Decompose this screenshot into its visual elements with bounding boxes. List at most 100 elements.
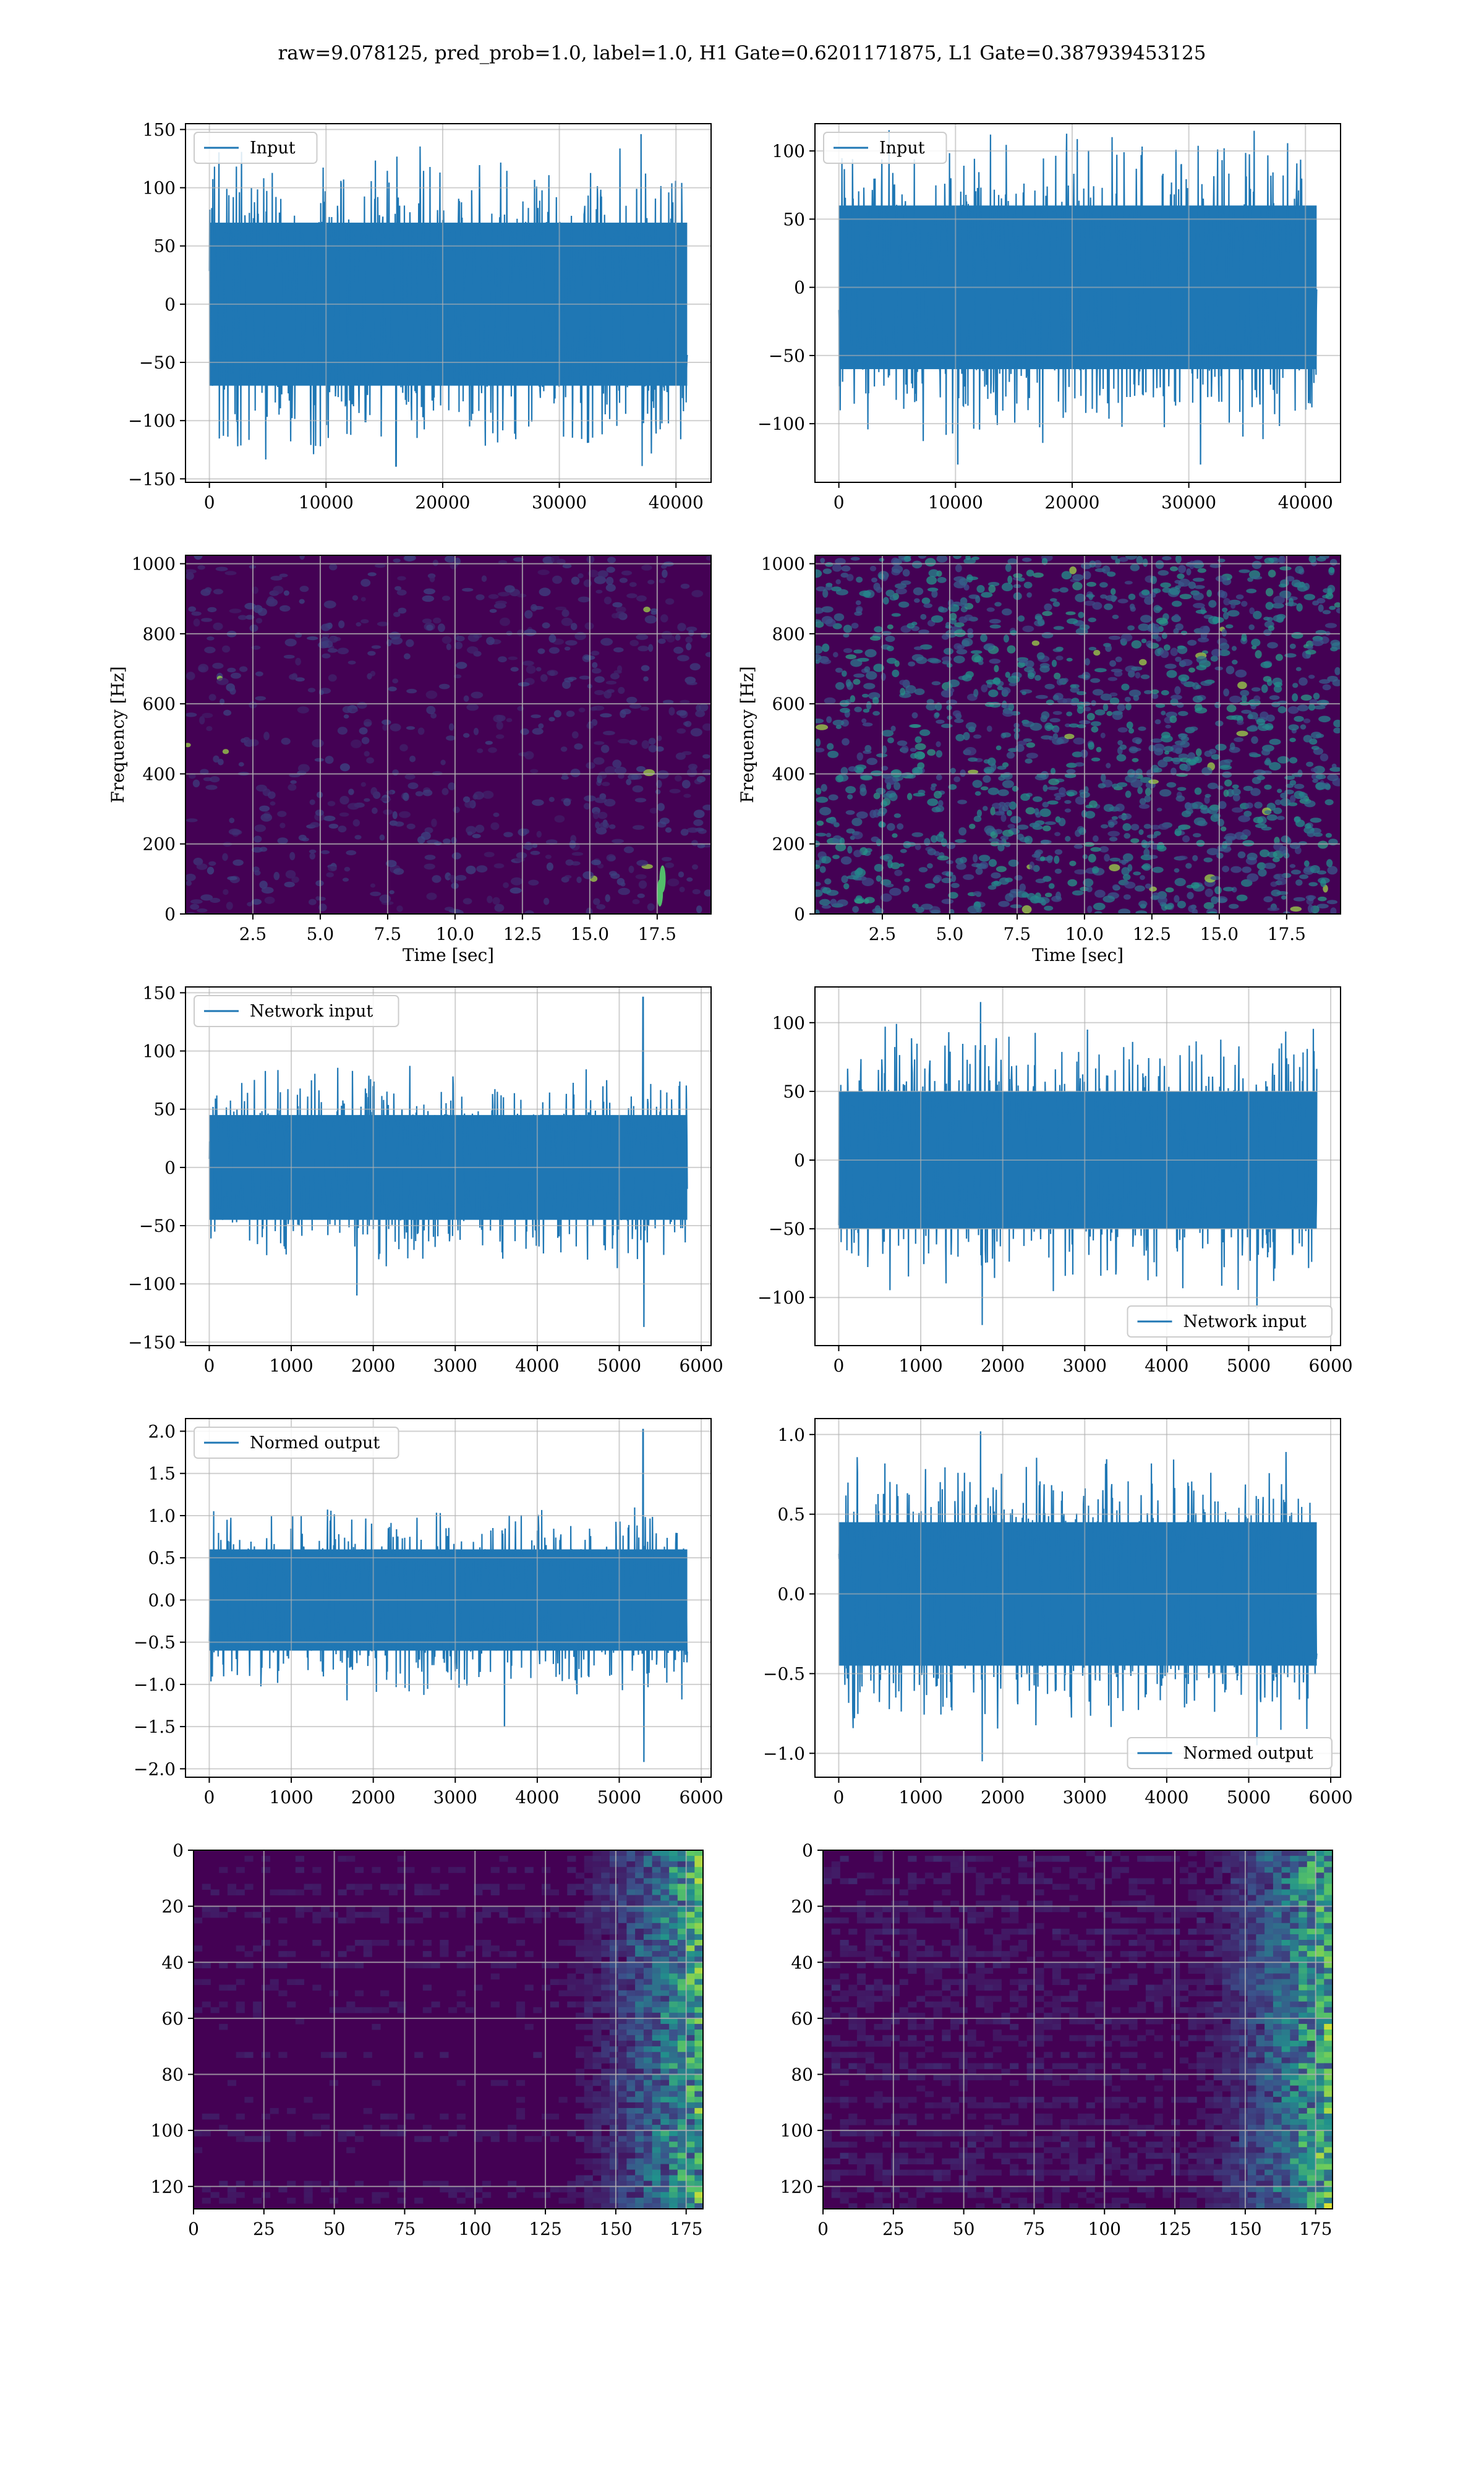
h1-feature-map-cell xyxy=(686,2108,695,2114)
l1-spectrogram-speckle xyxy=(963,874,974,880)
l1-spectrogram-speckle xyxy=(848,766,857,772)
l1-feature-map-cell xyxy=(1044,2018,1052,2025)
l1-feature-map-cell xyxy=(993,1985,1002,1991)
h1-spectrogram-speckle xyxy=(476,865,487,873)
l1-normed-output-ytick-label: 1.0 xyxy=(777,1425,805,1445)
l1-spectrogram-speckle xyxy=(1232,646,1237,651)
l1-spectrogram-speckle xyxy=(1185,863,1192,869)
h1-feature-map-cell xyxy=(652,1991,661,1997)
h1-feature-map-cell xyxy=(618,2052,627,2058)
l1-spectrogram-speckle xyxy=(854,707,862,712)
l1-normed-output-ytick-label: −1.0 xyxy=(763,1743,805,1764)
h1-feature-map-cell xyxy=(635,1918,644,1924)
h1-spectrogram-speckle xyxy=(540,674,548,682)
h1-spectrogram-speckle xyxy=(488,747,497,753)
l1-feature-map-cell xyxy=(866,1918,874,1924)
l1-feature-map-cell xyxy=(1214,1968,1222,1974)
h1-feature-map-cell xyxy=(202,2198,211,2204)
l1-spectrogram-speckle xyxy=(1264,785,1271,790)
l1-spectrogram-speckle xyxy=(1222,866,1229,873)
l1-spectrogram-speckle xyxy=(1166,670,1177,678)
h1-feature-map-cell xyxy=(610,2035,618,2041)
l1-feature-map-cell xyxy=(1035,1878,1044,1884)
h1-spectrogram-speckle xyxy=(258,608,267,616)
l1-feature-map-cell xyxy=(1264,1951,1273,1957)
h1-feature-map-cell xyxy=(236,2114,245,2120)
l1-spectrogram-speckle xyxy=(1238,815,1250,822)
h1-feature-map-cell xyxy=(516,1884,525,1890)
l1-spectrogram-speckle xyxy=(953,576,965,582)
l1-feature-map-cell xyxy=(1290,1906,1298,1913)
h1-feature-map-cell xyxy=(644,2057,652,2064)
h1-feature-map-cell xyxy=(618,1884,627,1890)
h1-feature-map-cell xyxy=(244,1912,253,1918)
h1-spectrogram-speckle xyxy=(322,641,333,648)
l1-feature-map-cell xyxy=(857,2002,866,2008)
h1-spectrogram-speckle xyxy=(256,618,263,623)
l1-spectrogram-speckle xyxy=(942,634,949,640)
l1-feature-map-cell xyxy=(1095,1968,1104,1974)
l1-spectrogram-speckle xyxy=(1138,829,1143,835)
h1-feature-map-cell xyxy=(593,1884,602,1890)
h1-spectrogram-speckle xyxy=(493,813,500,817)
l1-spectrogram-speckle xyxy=(846,679,851,687)
l1-spectrogram-speckle xyxy=(822,644,829,652)
l1-spectrogram-speckle xyxy=(1266,588,1273,597)
l1-feature-map-cell xyxy=(848,1878,857,1884)
h1-feature-map-cell xyxy=(380,1912,389,1918)
h1-spectrogram-speckle xyxy=(244,603,256,610)
h1-feature-map-cell xyxy=(525,1985,534,1991)
l1-spectrogram-speckle xyxy=(1252,777,1261,784)
h1-feature-map-cell xyxy=(508,1867,516,1873)
l1-spectrogram-speckle xyxy=(1175,878,1186,886)
l1-spectrogram-speckle xyxy=(1010,904,1022,908)
h1-spectrogram-speckle xyxy=(367,673,372,680)
h1-spectrogram-speckle xyxy=(372,808,378,814)
l1-spectrogram-speckle xyxy=(1242,866,1252,873)
l1-spectrogram-speckle xyxy=(850,695,856,702)
l1-spectrogram-speckle xyxy=(1294,897,1305,902)
h1-feature-map-cell xyxy=(669,1968,678,1974)
l1-spectrogram-speckle xyxy=(1089,800,1098,808)
l1-spectrogram-speckle xyxy=(1247,714,1253,720)
l1-spectrogram-speckle xyxy=(1297,704,1308,711)
l1-feature-map-cell xyxy=(1298,1968,1307,1974)
l1-spectrogram-speckle xyxy=(1132,737,1142,743)
h1-feature-map-cell xyxy=(644,1962,652,1968)
l1-spectrogram-speckle xyxy=(885,636,895,642)
h1-feature-map-cell xyxy=(584,1934,593,1940)
h1-spectrogram-speckle xyxy=(453,806,459,813)
l1-spectrogram-speckle xyxy=(1141,589,1149,596)
h1-feature-map-cell xyxy=(626,2114,635,2120)
h1-feature-map-cell xyxy=(236,1867,245,1873)
h1-feature-map-cell xyxy=(610,2075,618,2081)
l1-feature-map-cell xyxy=(1086,1940,1095,1946)
l1-normed-output-ytick-label: 0.0 xyxy=(777,1584,805,1605)
h1-spectrogram-speckle xyxy=(561,746,568,752)
l1-spectrogram-speckle xyxy=(1049,883,1055,889)
h1-feature-map-cell xyxy=(660,2097,669,2103)
h1-spectrogram-speckle xyxy=(229,608,242,613)
l1-feature-map-cell xyxy=(1273,1951,1282,1957)
h1-feature-map-cell xyxy=(364,1951,372,1957)
h1-spectrogram-speckle xyxy=(315,809,324,816)
l1-spectrogram-speckle xyxy=(1107,831,1120,837)
l1-spectrogram-speckle xyxy=(953,776,960,782)
h1-feature-map-cell xyxy=(669,2187,678,2193)
l1-spectrogram-speckle xyxy=(1017,824,1028,829)
h1-spectrogram-speckle xyxy=(572,852,584,856)
h1-spectrogram-speckle xyxy=(531,851,540,855)
h1-feature-map-cell xyxy=(593,1945,602,1952)
h1-feature-map-cell xyxy=(550,1979,559,1985)
l1-feature-map-cell xyxy=(934,1906,942,1913)
l1-spectrogram-ytick-label: 200 xyxy=(772,834,805,855)
h1-feature-map-cell xyxy=(432,1867,440,1873)
h1-spectrogram-speckle xyxy=(440,760,445,766)
l1-feature-map-cell xyxy=(1112,1850,1120,1856)
l1-feature-map-cell xyxy=(832,1918,840,1924)
h1-feature-map-cell xyxy=(644,1996,652,2002)
h1-feature-map-cell xyxy=(669,1850,678,1856)
h1-feature-map-cell xyxy=(618,1934,627,1940)
h1-feature-map-cell xyxy=(618,2108,627,2114)
l1-feature-map-cell xyxy=(993,1979,1002,1985)
